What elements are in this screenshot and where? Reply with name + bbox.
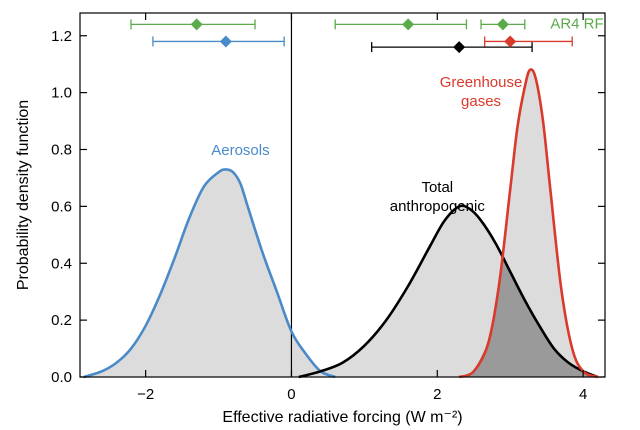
series-label-layer: Aerosols Total anthropogenic Greenhouse gase…	[211, 74, 522, 215]
greenhouse-gases-pdf-curve	[458, 68, 599, 379]
aerosols-pdf-curve	[83, 168, 336, 379]
y-tick-label: 0.2	[51, 312, 72, 329]
error-bar-2-diamond-marker	[219, 35, 232, 48]
aerosols-pdf-fill	[83, 169, 336, 377]
x-tick-label: 2	[433, 386, 441, 403]
y-axis-label: Probability density function	[15, 100, 32, 290]
y-tick-label: 1.2	[51, 28, 72, 45]
y-tick-label: 1.0	[51, 85, 72, 102]
plot-frame	[79, 12, 606, 378]
x-axis-label: Effective radiative forcing (W m⁻²)	[222, 409, 462, 426]
total-anthropogenic-label-line-2: anthropogenic	[390, 198, 486, 215]
error-bar-6-diamond-marker	[504, 35, 517, 48]
total-anthropogenic-label-line-1: Total	[421, 179, 453, 196]
greenhouse-gases-label-line-2: gases	[461, 93, 501, 110]
error-bar-1-diamond-marker	[190, 18, 203, 31]
y-tick-label: 0.8	[51, 142, 72, 159]
tick-layer: −2 0 2 4 0.0 0.2 0.4 0.6 0.8 1.0 1.2	[51, 13, 605, 403]
greenhouse-gases-label-line-1: Greenhouse	[440, 74, 523, 91]
x-tick-label: −2	[137, 386, 154, 403]
x-tick-label: 0	[287, 386, 295, 403]
error-bar-4-diamond-marker	[496, 18, 509, 31]
error-bar-5-diamond-marker	[453, 41, 466, 54]
overlap-region	[459, 257, 598, 377]
y-tick-label: 0.4	[51, 255, 72, 272]
pdf-curve-layer	[83, 68, 599, 379]
error-bar-3-diamond-marker	[402, 18, 415, 31]
overlap-shading-layer	[459, 257, 598, 377]
greenhouse-gases-pdf-fill	[459, 69, 598, 377]
total-anthropogenic-pdf-curve	[298, 204, 599, 379]
y-tick-label: 0.0	[51, 369, 72, 386]
aerosols-label-line-1: Aerosols	[211, 142, 269, 159]
ar4-rf-annotation: AR4 RF	[550, 16, 603, 33]
error-bar-layer	[130, 18, 573, 54]
y-tick-label: 0.6	[51, 198, 72, 215]
x-tick-label: 4	[579, 386, 587, 403]
